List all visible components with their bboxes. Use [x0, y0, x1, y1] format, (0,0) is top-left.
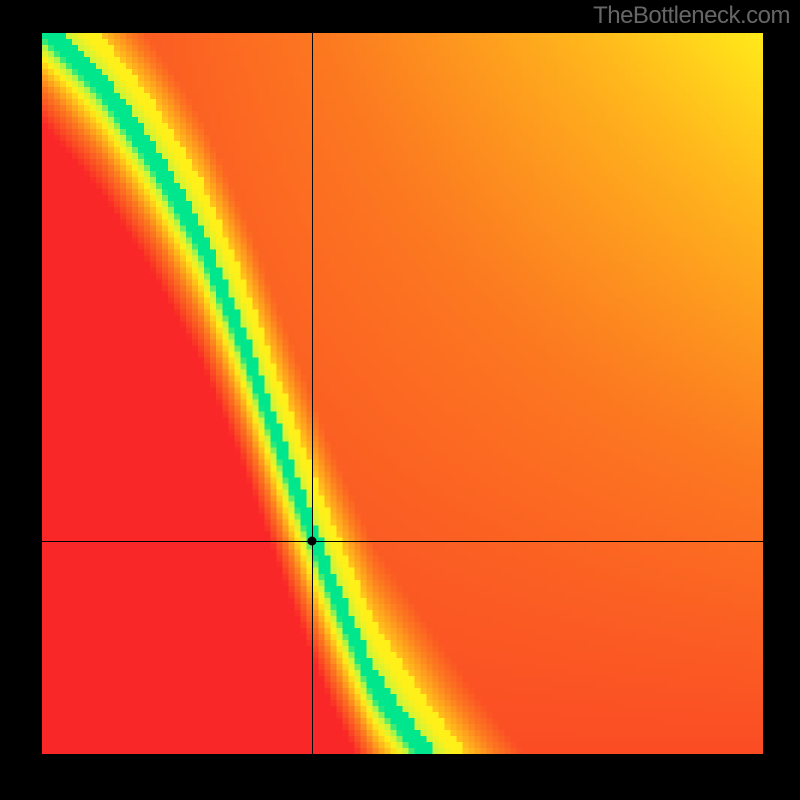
- crosshair-vertical: [312, 33, 314, 754]
- crosshair-point: [308, 537, 317, 546]
- bottleneck-heatmap: [42, 33, 763, 754]
- crosshair-horizontal: [42, 541, 763, 543]
- source-watermark: TheBottleneck.com: [593, 2, 790, 30]
- chart-container: TheBottleneck.com: [0, 0, 800, 800]
